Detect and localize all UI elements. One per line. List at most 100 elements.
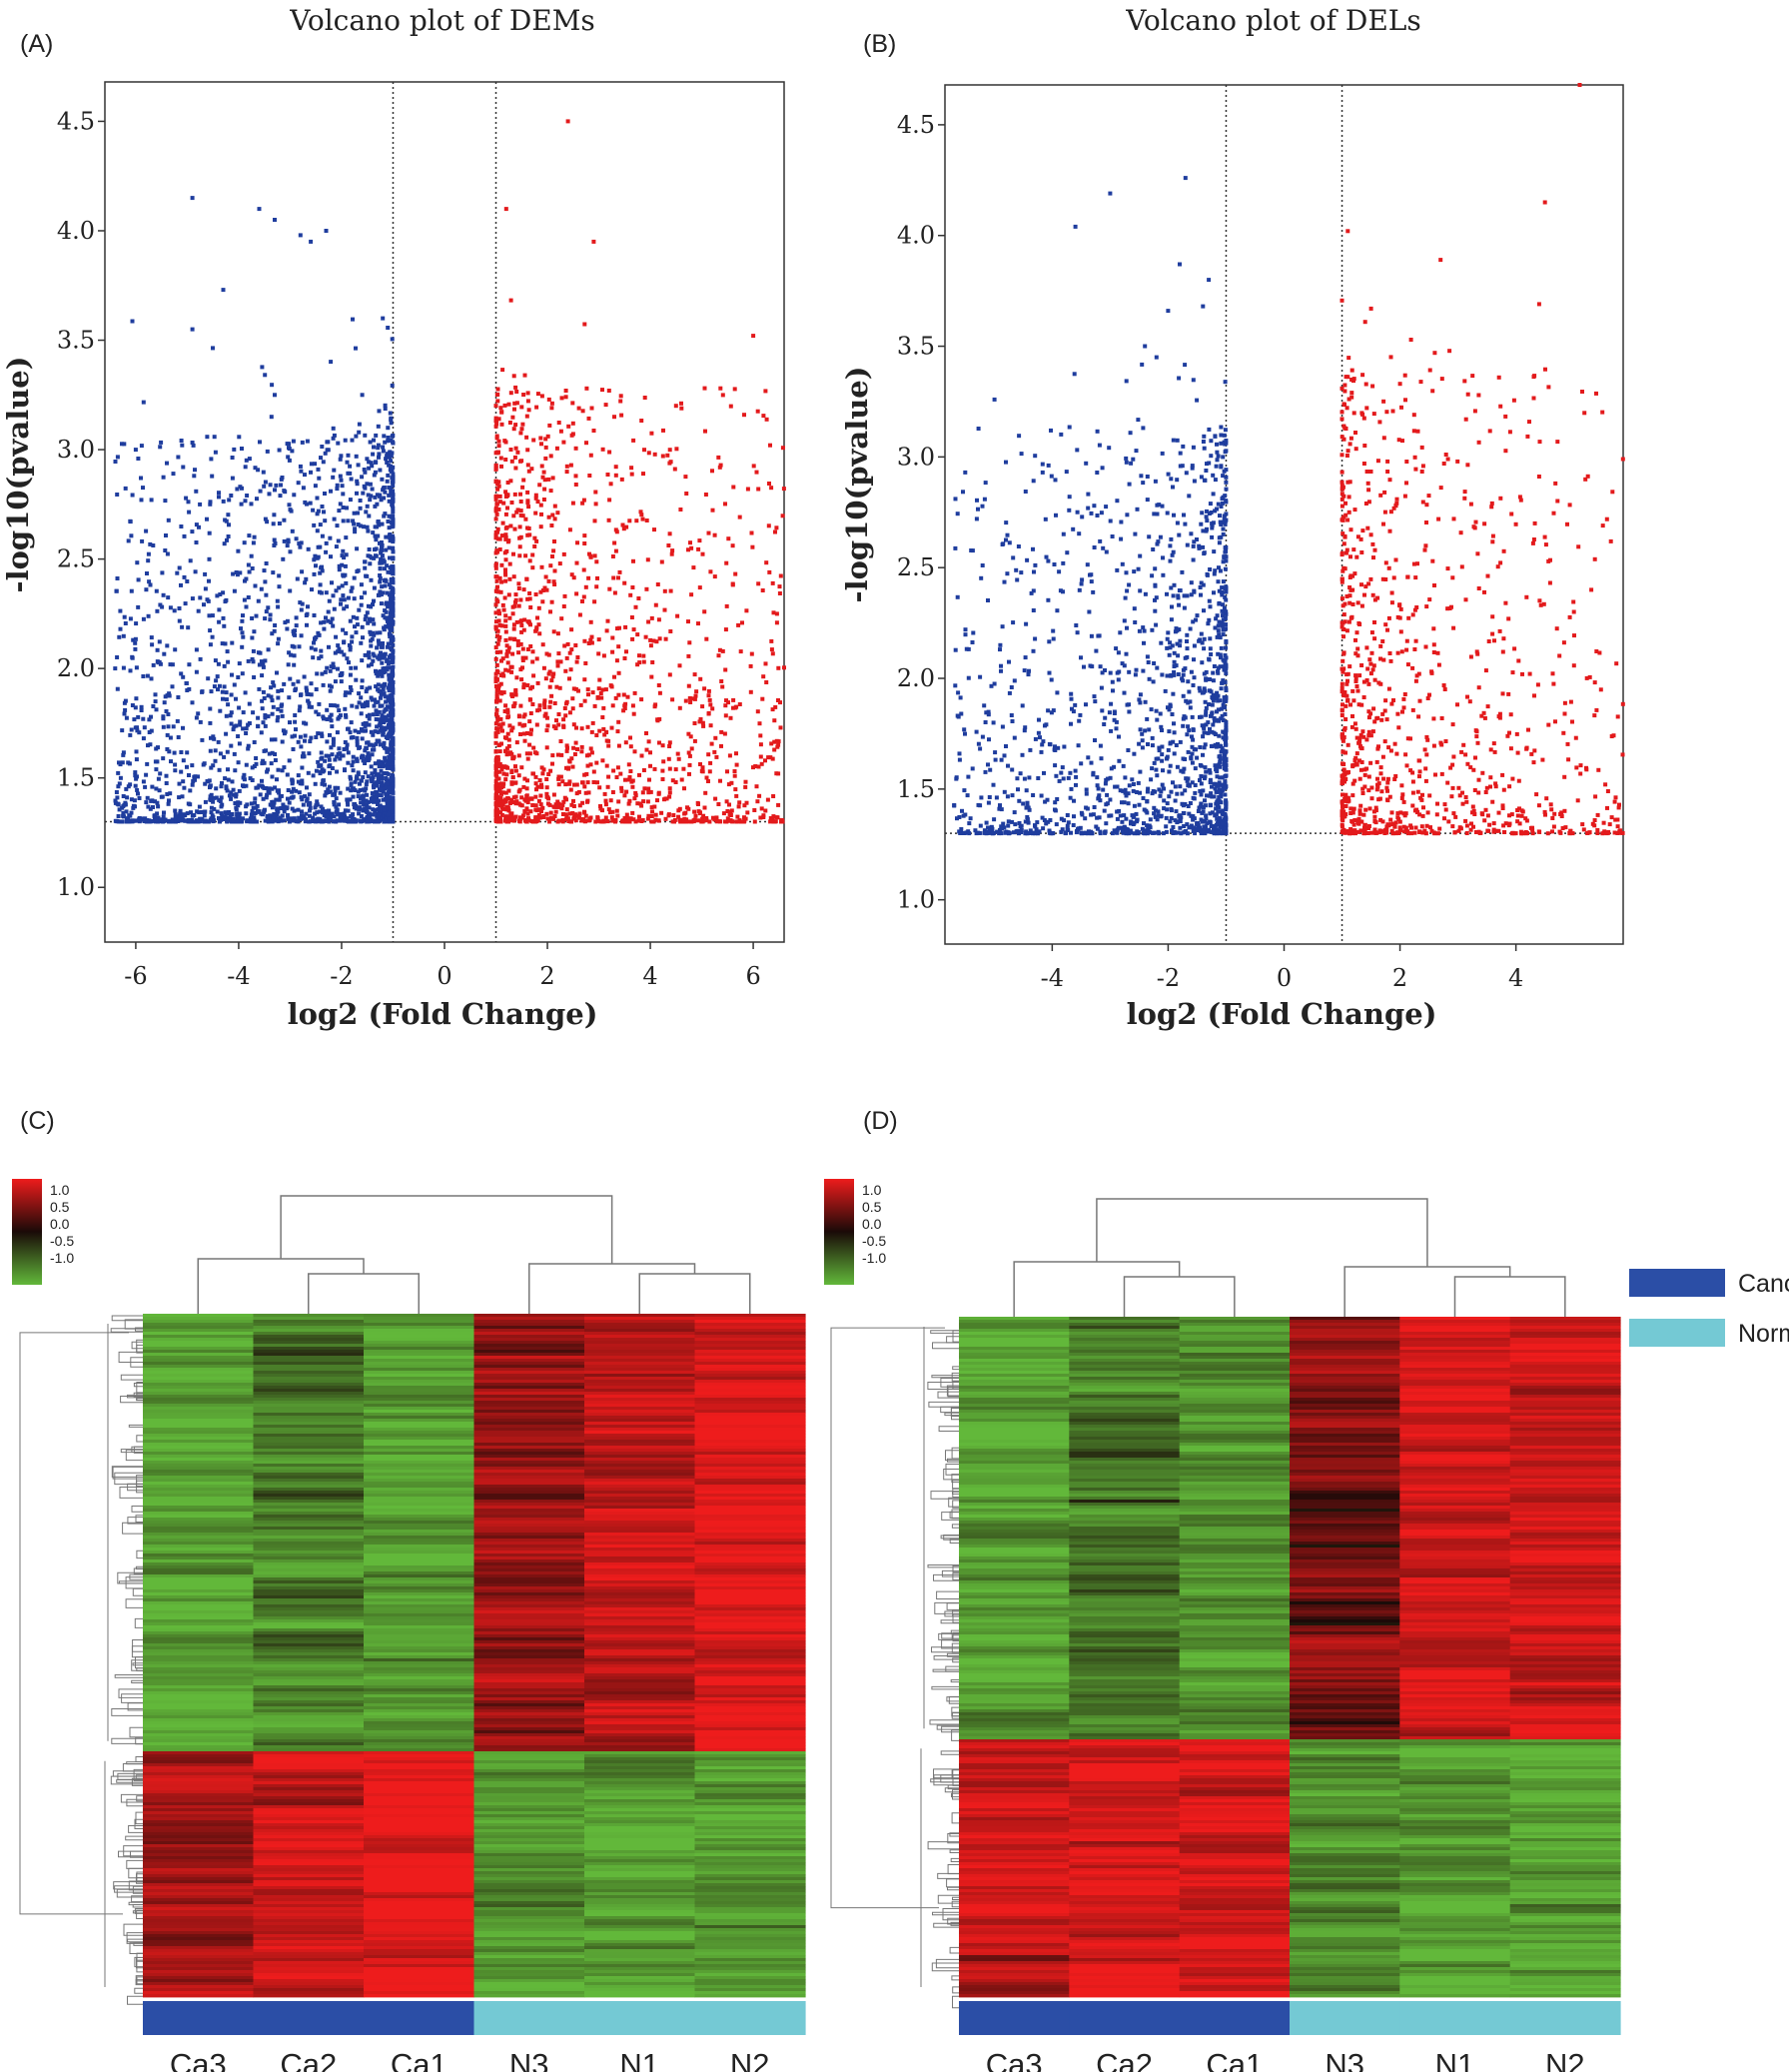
data-point [149,498,154,503]
data-point [734,793,739,798]
data-point [582,810,587,815]
data-point [371,775,376,780]
data-point [155,800,160,805]
data-point [327,784,332,789]
data-point [237,435,242,440]
data-point [506,402,511,407]
data-point [336,441,341,446]
data-point [493,497,498,502]
data-point [316,759,321,764]
data-point [1127,669,1132,674]
data-point [357,422,362,427]
data-point [387,785,392,790]
data-point [319,648,324,653]
data-point [1221,782,1226,787]
data-point [324,615,328,620]
data-point [197,804,202,809]
data-point [348,774,353,779]
data-point [603,802,608,807]
data-point [121,810,126,815]
data-point [594,733,599,737]
data-point [192,474,197,479]
data-point [309,645,314,650]
data-point [571,575,576,580]
data-point [686,731,691,736]
data-point [782,665,786,670]
data-point [363,724,368,728]
data-point [372,703,377,708]
data-point [345,460,350,465]
data-point [656,683,661,687]
data-point [1099,511,1104,516]
data-point [323,793,328,798]
data-point [494,502,499,507]
data-point [512,455,517,460]
data-point [269,737,274,742]
data-point [493,563,498,568]
data-point [502,595,507,600]
data-point [1040,470,1045,475]
data-point [377,717,382,722]
data-point [573,483,578,487]
data-point [350,819,354,824]
data-point [385,665,390,670]
data-point [703,429,707,434]
data-point [349,588,354,593]
data-point [527,697,532,702]
data-point [503,535,508,540]
data-point [1224,645,1228,650]
data-point [280,688,284,693]
data-point [509,818,514,822]
data-point [724,603,729,608]
data-point [122,614,127,619]
data-point [268,483,273,488]
data-point [706,779,710,783]
data-point [328,714,333,719]
data-point [256,724,261,729]
data-point [354,630,359,635]
data-point [271,570,276,575]
data-point [1215,709,1219,714]
data-point [598,819,603,824]
data-point [516,714,521,719]
y-tick-label: 3.5 [57,327,95,355]
data-point [374,798,378,803]
data-point [657,690,662,695]
data-point [628,592,633,597]
data-point [378,721,383,725]
data-point [497,761,502,766]
data-point [519,629,524,634]
data-point [371,617,376,622]
data-point [557,685,562,690]
data-point [276,806,281,811]
data-point [371,807,376,812]
data-point [263,723,268,728]
data-point [370,791,375,795]
data-point [582,541,587,545]
data-point [511,795,516,800]
data-point [360,624,365,629]
data-point [263,517,268,521]
data-point [1218,775,1223,780]
data-point [520,655,525,660]
data-point [573,474,578,479]
data-point [670,548,675,553]
data-point [354,454,359,459]
data-point [285,806,289,811]
data-point [222,684,227,689]
data-point [383,577,388,582]
data-point [373,495,378,500]
data-point [312,522,317,527]
data-point [173,812,178,816]
data-point [224,731,229,736]
data-point [378,703,383,708]
data-point [325,818,330,823]
data-point [223,810,228,815]
data-point [547,684,552,689]
data-point [391,701,396,706]
data-point [275,670,279,675]
data-point [151,805,155,809]
data-point [310,587,314,592]
data-point [365,686,370,691]
data-point [297,708,302,713]
